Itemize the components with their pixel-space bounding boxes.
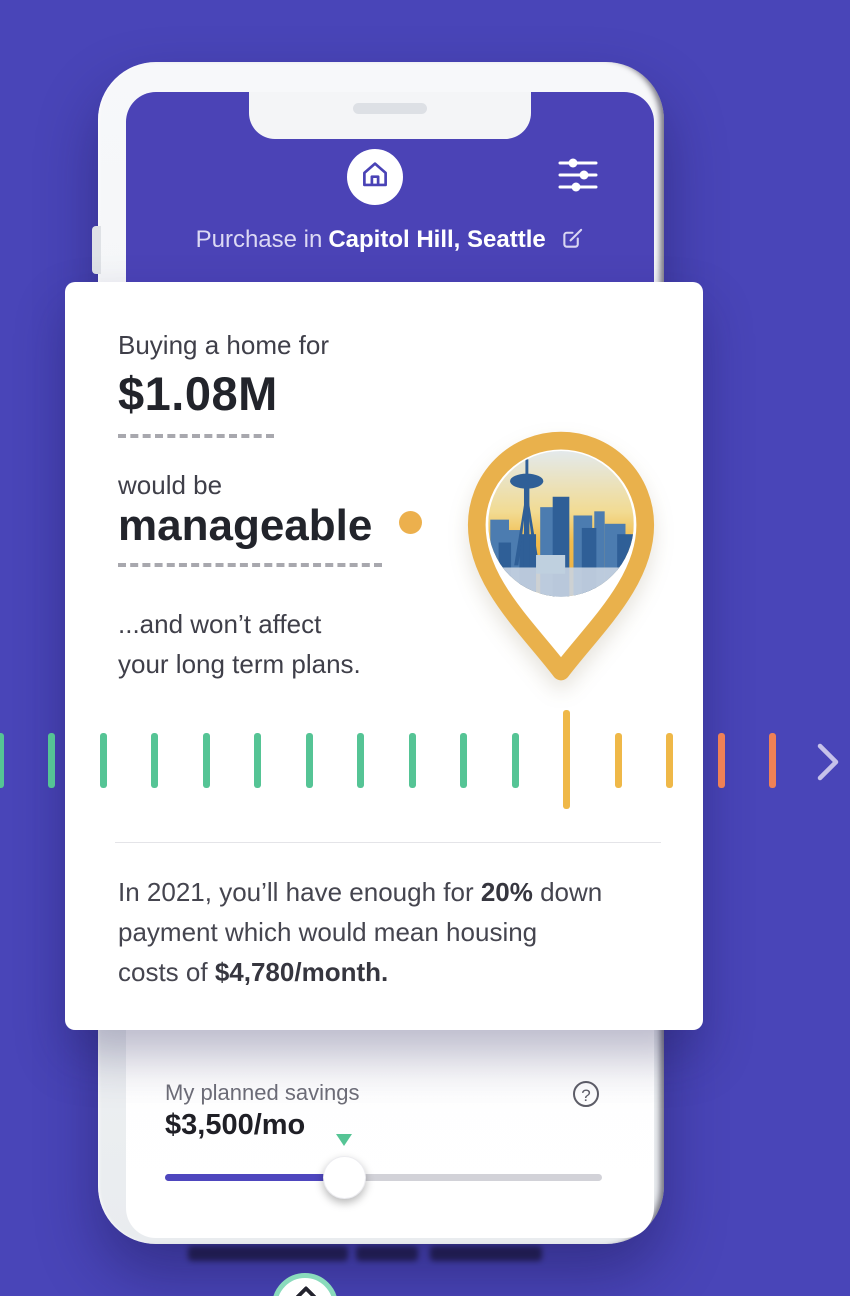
filter-sliders-icon	[556, 158, 600, 199]
note-text: ...and won’t affect your long term plans…	[118, 604, 361, 684]
filter-button[interactable]	[556, 155, 600, 195]
note-line: ...and won’t affect	[118, 609, 322, 639]
question-icon[interactable]: ?	[573, 1081, 599, 1107]
affordability-card: Buying a home for $1.08M would be manage…	[65, 282, 703, 1030]
scale-tick	[48, 733, 55, 788]
home-button[interactable]	[347, 149, 403, 205]
location-bar[interactable]: Purchase in Capitol Hill, Seattle	[126, 226, 654, 254]
home-icon	[358, 158, 392, 197]
scale-tick	[717, 733, 725, 788]
edit-icon[interactable]	[552, 226, 584, 253]
footer-text: down	[532, 877, 603, 907]
savings-value: $3,500/mo	[165, 1109, 306, 1141]
price-value[interactable]: $1.08M	[118, 367, 278, 420]
volume-button	[92, 226, 101, 274]
location-pin	[457, 428, 665, 682]
home-roof-icon	[287, 1285, 325, 1296]
footer-text: costs of	[118, 957, 215, 987]
scale-tick	[769, 733, 776, 788]
card-footer-text: In 2021, you’ll have enough for 20% down…	[118, 872, 658, 992]
background-text-blur	[188, 1246, 348, 1261]
card-divider	[115, 842, 661, 843]
verdict-value[interactable]: manageable	[118, 501, 423, 551]
note-line: your long term plans.	[118, 649, 361, 679]
verdict-status-dot	[399, 511, 423, 534]
scale-tick	[0, 733, 4, 788]
verdict-prefix: would be	[118, 470, 223, 500]
home-badge-button[interactable]	[272, 1273, 338, 1296]
footer-bold-text: $4,780/month.	[214, 957, 389, 987]
background-text-blur	[430, 1246, 542, 1261]
slider-track[interactable]	[165, 1174, 602, 1181]
verdict-underline	[118, 563, 382, 567]
phone-notch	[249, 92, 531, 139]
intro-label: Buying a home for	[118, 330, 330, 360]
footer-text: payment which would mean housing	[118, 917, 538, 947]
location-prefix: Purchase in	[195, 226, 323, 253]
verdict-word: manageable	[118, 501, 373, 550]
slider-pointer	[336, 1134, 353, 1146]
background-text-blur	[356, 1246, 418, 1261]
location-name: Capitol Hill, Seattle	[328, 226, 546, 253]
slider-fill	[165, 1174, 345, 1181]
savings-label: My planned savings	[165, 1080, 360, 1105]
price-underline	[118, 434, 274, 438]
savings-slider[interactable]	[165, 1130, 602, 1200]
slider-thumb[interactable]	[323, 1156, 367, 1199]
speaker-grille	[353, 103, 427, 114]
footer-bold-text: 20%	[480, 877, 533, 907]
chevron-right-icon[interactable]	[814, 742, 842, 787]
footer-text: In 2021, you’ll have enough for	[118, 877, 481, 907]
